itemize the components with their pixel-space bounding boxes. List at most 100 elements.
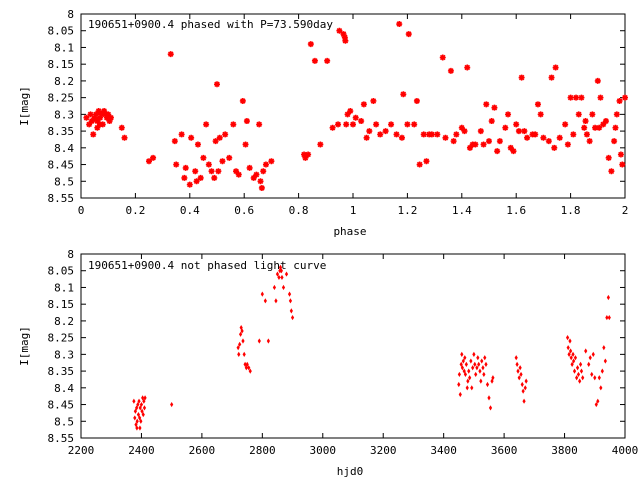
data-point <box>458 391 462 398</box>
data-point <box>411 121 418 128</box>
x-tick-label: 2200 <box>68 444 95 457</box>
y-tick-label: 8.55 <box>48 432 75 445</box>
data-point <box>518 365 522 371</box>
data-point <box>562 121 569 128</box>
data-point <box>142 398 146 404</box>
data-point <box>617 151 624 158</box>
x-tick-label: 0.8 <box>289 204 309 217</box>
data-point <box>507 144 514 151</box>
data-point <box>523 385 527 391</box>
data-point <box>481 365 485 371</box>
data-point <box>358 118 365 125</box>
data-point <box>343 121 350 128</box>
data-point <box>382 128 389 135</box>
data-point <box>568 338 572 344</box>
data-point <box>459 361 463 367</box>
data-point <box>246 164 253 171</box>
y-axis-label: I[mag] <box>18 86 31 126</box>
data-point <box>564 141 571 148</box>
data-point <box>467 368 471 374</box>
axis-ticks: 0 0.2 0.4 0.6 0.8 1 1.2 1.4 1.6 1.8 2 8 8.05 8.1 8.15 8… <box>48 8 629 217</box>
data-point <box>521 388 525 394</box>
data-point <box>602 345 606 351</box>
data-point <box>587 361 591 367</box>
data-point <box>141 395 145 401</box>
data-point <box>262 161 269 168</box>
data-point <box>83 114 90 121</box>
data-point <box>284 271 289 277</box>
y-tick-label: 8.4 <box>54 382 74 395</box>
data-point <box>336 27 343 34</box>
data-point <box>484 361 488 367</box>
y-axis-label: I[mag] <box>18 326 31 366</box>
data-point <box>142 405 147 411</box>
data-point <box>288 298 293 304</box>
data-point <box>244 365 248 371</box>
unphased-light-curve-chart: 190651+0900.4 not phased light curve hjd… <box>18 248 638 478</box>
data-point <box>485 381 490 388</box>
data-point <box>458 124 465 131</box>
data-point <box>272 284 277 291</box>
data-point <box>517 375 521 381</box>
data-point <box>205 161 212 168</box>
data-point <box>335 121 342 128</box>
data-point <box>480 358 484 364</box>
data-point <box>230 121 237 128</box>
data-point <box>88 118 95 125</box>
data-point <box>242 141 249 148</box>
data-point <box>280 274 284 281</box>
y-tick-label: 8.05 <box>48 25 75 38</box>
data-point <box>463 355 467 361</box>
x-tick-label: 1 <box>350 204 357 217</box>
data-point <box>256 121 263 128</box>
data-point <box>311 57 318 64</box>
data-point <box>121 134 128 141</box>
data-point <box>516 368 520 374</box>
data-point <box>91 114 98 121</box>
y-tick-label: 8.5 <box>54 415 74 428</box>
data-point <box>569 355 573 361</box>
data-point <box>480 141 487 148</box>
data-point <box>469 358 473 364</box>
data-point <box>578 361 583 367</box>
x-axis-label: hjd0 <box>337 465 364 478</box>
data-point <box>342 37 349 44</box>
data-point <box>140 408 144 414</box>
data-point <box>616 97 623 104</box>
data-point <box>579 368 584 374</box>
x-tick-label: 0 <box>78 204 85 217</box>
data-point <box>575 111 582 118</box>
data-point <box>404 121 411 128</box>
data-point <box>522 398 526 404</box>
data-point <box>613 111 620 118</box>
x-tick-label: 3000 <box>310 444 337 457</box>
data-point <box>94 118 101 125</box>
data-point <box>173 161 180 168</box>
data-point <box>139 401 144 408</box>
data-point <box>475 365 479 371</box>
y-tick-label: 8.4 <box>54 142 74 155</box>
data-point <box>170 401 174 408</box>
data-point <box>258 184 265 191</box>
data-point <box>513 121 520 128</box>
data-point <box>324 57 331 64</box>
x-tick-label: 0.6 <box>234 204 254 217</box>
data-point <box>605 154 612 161</box>
x-tick-label: 2400 <box>128 444 155 457</box>
data-point <box>188 134 195 141</box>
data-point <box>214 81 220 88</box>
data-point <box>279 268 283 274</box>
data-point <box>597 94 604 101</box>
data-point <box>388 121 395 128</box>
data-point <box>575 365 580 371</box>
data-point <box>222 131 229 138</box>
data-point <box>247 365 251 371</box>
data-point <box>567 351 571 357</box>
data-point <box>491 104 498 111</box>
data-point <box>442 134 449 141</box>
data-point <box>203 121 210 128</box>
data-point <box>238 331 243 337</box>
data-point <box>474 371 478 378</box>
data-point <box>594 77 601 84</box>
y-tick-label: 8.25 <box>48 332 75 345</box>
